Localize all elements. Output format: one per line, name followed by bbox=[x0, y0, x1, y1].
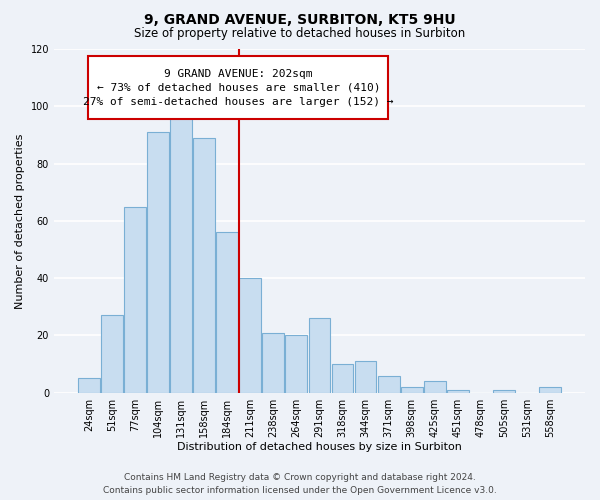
Bar bbox=[308, 318, 331, 392]
Bar bbox=[193, 138, 215, 392]
Bar bbox=[447, 390, 469, 392]
Y-axis label: Number of detached properties: Number of detached properties bbox=[15, 133, 25, 308]
FancyBboxPatch shape bbox=[88, 56, 388, 120]
Bar bbox=[355, 361, 376, 392]
Bar bbox=[239, 278, 261, 392]
Bar bbox=[539, 387, 561, 392]
X-axis label: Distribution of detached houses by size in Surbiton: Distribution of detached houses by size … bbox=[177, 442, 462, 452]
Text: 9 GRAND AVENUE: 202sqm
← 73% of detached houses are smaller (410)
27% of semi-de: 9 GRAND AVENUE: 202sqm ← 73% of detached… bbox=[83, 68, 394, 106]
Text: Contains HM Land Registry data © Crown copyright and database right 2024.
Contai: Contains HM Land Registry data © Crown c… bbox=[103, 474, 497, 495]
Bar bbox=[170, 118, 192, 392]
Bar bbox=[78, 378, 100, 392]
Bar bbox=[401, 387, 422, 392]
Bar bbox=[377, 376, 400, 392]
Bar bbox=[286, 336, 307, 392]
Bar bbox=[424, 382, 446, 392]
Bar bbox=[217, 232, 238, 392]
Bar bbox=[493, 390, 515, 392]
Bar bbox=[147, 132, 169, 392]
Text: 9, GRAND AVENUE, SURBITON, KT5 9HU: 9, GRAND AVENUE, SURBITON, KT5 9HU bbox=[144, 12, 456, 26]
Bar bbox=[101, 316, 123, 392]
Bar bbox=[124, 206, 146, 392]
Bar bbox=[332, 364, 353, 392]
Text: Size of property relative to detached houses in Surbiton: Size of property relative to detached ho… bbox=[134, 28, 466, 40]
Bar bbox=[262, 332, 284, 392]
